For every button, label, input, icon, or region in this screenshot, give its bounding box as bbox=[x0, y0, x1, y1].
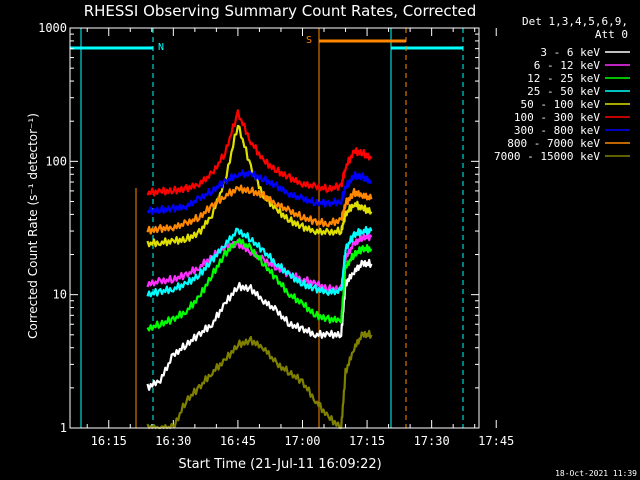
x-tick-label: 16:30 bbox=[155, 434, 191, 448]
night-flag-label: N bbox=[158, 42, 164, 53]
series-line-12-25-kev bbox=[146, 237, 373, 332]
plot-frame bbox=[69, 27, 480, 429]
series-line-7000-15000-kev bbox=[146, 329, 373, 430]
footer-date: 18-Oct-2021 11:39 bbox=[555, 469, 637, 478]
series-line-800-7000-kev bbox=[146, 184, 373, 235]
y-tick-label: 1000 bbox=[38, 21, 67, 35]
legend-label: 25 - 50 keV bbox=[527, 85, 600, 98]
y-tick-label: 10 bbox=[53, 288, 67, 302]
chart-title: RHESSI Observing Summary Count Rates, Co… bbox=[84, 2, 477, 20]
legend-header-line1: Det 1,3,4,5,6,9, bbox=[522, 15, 628, 28]
series-line-3-6-kev bbox=[146, 258, 373, 391]
x-tick-label: 17:45 bbox=[478, 434, 514, 448]
x-tick-label: 17:00 bbox=[284, 434, 320, 448]
legend-label: 800 - 7000 keV bbox=[507, 137, 600, 150]
x-tick-label: 16:15 bbox=[91, 434, 127, 448]
legend-label: 100 - 300 keV bbox=[514, 111, 600, 124]
saa-flag-label: S bbox=[306, 35, 312, 46]
series-line-100-300-kev bbox=[146, 109, 373, 197]
x-tick-label: 16:45 bbox=[220, 434, 256, 448]
y-tick-label: 100 bbox=[45, 154, 67, 168]
series-line-25-50-kev bbox=[146, 226, 373, 298]
y-tick-label: 1 bbox=[60, 421, 67, 435]
legend-header-line2: Att 0 bbox=[595, 28, 628, 41]
legend-label: 7000 - 15000 keV bbox=[494, 150, 600, 163]
x-tick-label: 17:15 bbox=[349, 434, 385, 448]
x-tick-label: 17:30 bbox=[414, 434, 450, 448]
legend-label: 50 - 100 keV bbox=[521, 98, 601, 111]
legend-label: 3 - 6 keV bbox=[540, 46, 600, 59]
series-line-300-800-kev bbox=[146, 169, 372, 216]
legend-label: 300 - 800 keV bbox=[514, 124, 600, 137]
series-line-50-100-kev bbox=[146, 124, 373, 248]
x-axis-label: Start Time (21-Jul-11 16:09:22) bbox=[178, 457, 381, 472]
legend-label: 6 - 12 keV bbox=[534, 59, 601, 72]
y-axis-label: Corrected Count Rate (s⁻¹ detector⁻¹) bbox=[26, 113, 40, 339]
plot-area: N S 1 10 100 1000 16:15 16:30 16:45 17:00 17:15 17:… bbox=[38, 21, 514, 448]
legend-label: 12 - 25 keV bbox=[527, 72, 600, 85]
